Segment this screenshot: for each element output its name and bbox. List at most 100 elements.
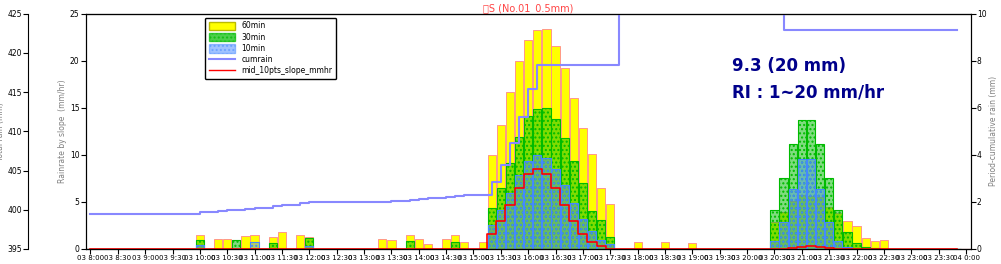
Bar bbox=[515, 175, 524, 249]
Bar bbox=[196, 235, 204, 249]
Bar bbox=[871, 248, 879, 249]
Bar bbox=[607, 244, 615, 249]
Bar bbox=[278, 232, 286, 249]
Bar bbox=[534, 155, 542, 249]
Bar bbox=[487, 225, 495, 249]
Bar bbox=[807, 120, 815, 249]
Bar bbox=[816, 144, 824, 249]
Bar bbox=[223, 239, 231, 249]
Bar bbox=[588, 232, 597, 249]
Bar bbox=[305, 246, 313, 249]
Bar bbox=[607, 204, 615, 249]
Bar bbox=[525, 116, 533, 249]
Bar bbox=[196, 240, 204, 249]
Bar bbox=[525, 40, 533, 249]
Bar bbox=[771, 210, 779, 249]
Bar bbox=[496, 188, 505, 249]
Bar bbox=[862, 247, 870, 249]
Bar bbox=[232, 240, 240, 249]
Bar bbox=[843, 247, 852, 249]
Bar bbox=[487, 225, 495, 249]
Bar bbox=[534, 30, 542, 249]
Bar bbox=[405, 241, 413, 249]
Bar bbox=[570, 161, 578, 249]
Bar bbox=[543, 108, 551, 249]
Bar bbox=[853, 243, 861, 249]
Bar bbox=[543, 158, 551, 249]
Bar bbox=[296, 235, 304, 249]
Bar bbox=[487, 208, 495, 249]
Bar bbox=[853, 226, 861, 249]
Bar bbox=[834, 213, 843, 249]
Bar bbox=[268, 243, 277, 249]
Bar bbox=[214, 239, 222, 249]
Bar bbox=[451, 235, 459, 249]
Bar bbox=[825, 178, 833, 249]
Bar bbox=[843, 247, 852, 249]
Bar bbox=[534, 155, 542, 249]
Y-axis label: Total rain (mm): Total rain (mm) bbox=[0, 102, 5, 161]
Bar bbox=[561, 138, 569, 249]
Bar bbox=[834, 210, 843, 249]
Bar bbox=[543, 108, 551, 249]
Bar bbox=[579, 128, 587, 249]
Bar bbox=[534, 109, 542, 249]
Bar bbox=[451, 242, 459, 249]
Bar bbox=[780, 178, 788, 249]
Bar bbox=[487, 208, 495, 249]
Bar bbox=[871, 248, 879, 249]
Bar bbox=[268, 237, 277, 249]
Bar bbox=[579, 219, 587, 249]
Bar bbox=[496, 125, 505, 249]
Bar bbox=[552, 119, 560, 249]
Bar bbox=[607, 237, 615, 249]
Bar bbox=[561, 68, 569, 249]
Bar bbox=[561, 185, 569, 249]
Bar bbox=[414, 239, 422, 249]
Bar bbox=[597, 240, 606, 249]
Legend: 60min, 30min, 10min, cumrain, mid_10pts_slope_mmhr: 60min, 30min, 10min, cumrain, mid_10pts_… bbox=[204, 17, 336, 79]
Bar bbox=[588, 232, 597, 249]
Bar bbox=[305, 238, 313, 249]
Bar bbox=[871, 241, 879, 249]
Bar bbox=[552, 119, 560, 249]
Bar bbox=[789, 189, 797, 249]
Text: 9.3 (20 mm)
RI : 1~20 mm/hr: 9.3 (20 mm) RI : 1~20 mm/hr bbox=[732, 57, 884, 102]
Bar bbox=[552, 169, 560, 249]
Title: 미S (No.01_0.5mm): 미S (No.01_0.5mm) bbox=[483, 3, 574, 14]
Bar bbox=[515, 175, 524, 249]
Bar bbox=[780, 178, 788, 249]
Bar bbox=[570, 98, 578, 249]
Bar bbox=[561, 138, 569, 249]
Bar bbox=[825, 207, 833, 249]
Bar bbox=[515, 137, 524, 249]
Bar bbox=[789, 189, 797, 249]
Bar bbox=[843, 221, 852, 249]
Bar bbox=[588, 211, 597, 249]
Bar bbox=[853, 243, 861, 249]
Bar bbox=[543, 29, 551, 249]
Bar bbox=[515, 61, 524, 249]
Bar bbox=[880, 241, 888, 249]
Bar bbox=[525, 116, 533, 249]
Bar bbox=[496, 210, 505, 249]
Bar bbox=[305, 237, 313, 249]
Bar bbox=[570, 161, 578, 249]
Bar bbox=[807, 159, 815, 249]
Bar bbox=[250, 242, 258, 249]
Bar bbox=[305, 246, 313, 249]
Bar bbox=[597, 188, 606, 249]
Bar bbox=[607, 237, 615, 249]
Bar bbox=[506, 192, 515, 249]
Bar bbox=[789, 144, 797, 249]
Bar bbox=[525, 161, 533, 249]
Bar bbox=[780, 222, 788, 249]
Bar bbox=[588, 154, 597, 249]
Bar bbox=[534, 109, 542, 249]
Bar bbox=[798, 120, 806, 249]
Bar bbox=[843, 232, 852, 249]
Bar bbox=[597, 240, 606, 249]
Bar bbox=[460, 242, 468, 249]
Bar bbox=[405, 235, 413, 249]
Bar bbox=[561, 185, 569, 249]
